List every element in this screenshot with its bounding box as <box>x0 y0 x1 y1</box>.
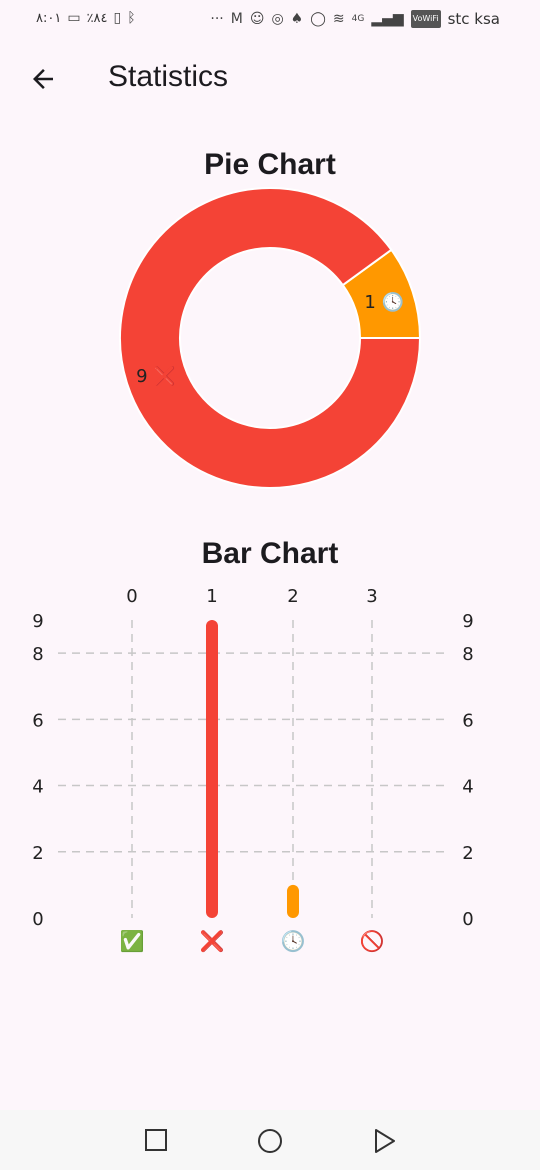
cross-mark-icon: ❌ <box>200 929 225 953</box>
page-title: Statistics <box>108 60 229 93</box>
x-tick-label: 1 <box>206 586 217 607</box>
status-left: ٨:٠١ ▭ ٪٨٤ ▯ ᛒ <box>36 10 136 26</box>
circle-home-icon[interactable] <box>255 1126 285 1156</box>
triangle-back-icon[interactable] <box>370 1126 400 1156</box>
pie-slice <box>119 186 422 489</box>
y-tick-label: 6 <box>32 710 43 731</box>
wifi-icon: ≋ <box>332 11 345 27</box>
y-tick-label: 2 <box>32 843 43 864</box>
carrier-name: stc ksa <box>447 10 500 28</box>
arrow-back-icon <box>33 69 53 89</box>
pie-slice-label: 9 ❌ <box>136 365 176 387</box>
x-tick-label: 0 <box>126 586 137 607</box>
y-tick-label-right: 8 <box>462 644 473 665</box>
whatsapp-icon: ◯ <box>310 11 326 27</box>
y-tick-label-right: 6 <box>462 710 473 731</box>
pie-chart-title: Pie Chart <box>204 148 336 181</box>
charging-icon: ▭ <box>67 10 81 26</box>
bar <box>206 620 218 918</box>
y-tick-label: 0 <box>32 909 43 930</box>
signal-icon: ▂▄▆ <box>371 11 404 27</box>
snapchat-icon: ♠ <box>290 11 304 27</box>
bar-chart: 0 0 2 2 4 4 6 6 8 8 9 9 0 ✅ 1 ❌ 2 🕓 3 🚫 <box>32 586 473 953</box>
status-right: ··· M ☺ ◎ ♠ ◯ ≋ 4G ▂▄▆ VoWiFi stc ksa <box>210 10 500 28</box>
mcdonalds-icon: M <box>230 11 243 27</box>
y-tick-label-right: 9 <box>462 611 473 632</box>
prohibited-icon: 🚫 <box>360 929 385 953</box>
bluetooth-icon: ᛒ <box>127 10 136 26</box>
y-tick-label: 8 <box>32 644 43 665</box>
y-tick-label: 9 <box>32 611 43 632</box>
check-mark-icon: ✅ <box>120 929 145 953</box>
instagram-icon: ◎ <box>271 11 284 27</box>
pie-slice-label: 1 🕓 <box>364 291 404 313</box>
more-notifications-icon: ··· <box>210 11 224 27</box>
x-tick-label: 3 <box>366 586 377 607</box>
app-bar: Statistics <box>0 52 540 108</box>
battery-percent: ٪٨٤ <box>86 10 108 26</box>
status-time: ٨:٠١ <box>36 10 62 26</box>
clock-icon: 🕓 <box>281 929 306 953</box>
bar <box>287 884 299 918</box>
status-bar: ٨:٠١ ▭ ٪٨٤ ▯ ᛒ ··· M ☺ ◎ ♠ ◯ ≋ 4G ▂▄▆ Vo… <box>0 0 540 38</box>
vibrate-icon: ▯ <box>113 10 122 26</box>
pie-chart: 1 🕓 9 ❌ <box>119 186 422 489</box>
app-notification-icon: ☺ <box>249 11 265 27</box>
y-tick-label-right: 2 <box>462 843 473 864</box>
y-tick-label: 4 <box>32 777 43 798</box>
vowifi-badge: VoWiFi <box>410 10 441 28</box>
system-nav-bar <box>0 1110 540 1170</box>
back-button[interactable] <box>22 58 64 100</box>
y-tick-label-right: 4 <box>462 777 473 798</box>
x-tick-label: 2 <box>287 586 298 607</box>
network-type: 4G <box>351 14 365 24</box>
y-tick-label-right: 0 <box>462 909 473 930</box>
square-recents-icon[interactable] <box>142 1126 172 1156</box>
bar-chart-title: Bar Chart <box>201 537 339 570</box>
